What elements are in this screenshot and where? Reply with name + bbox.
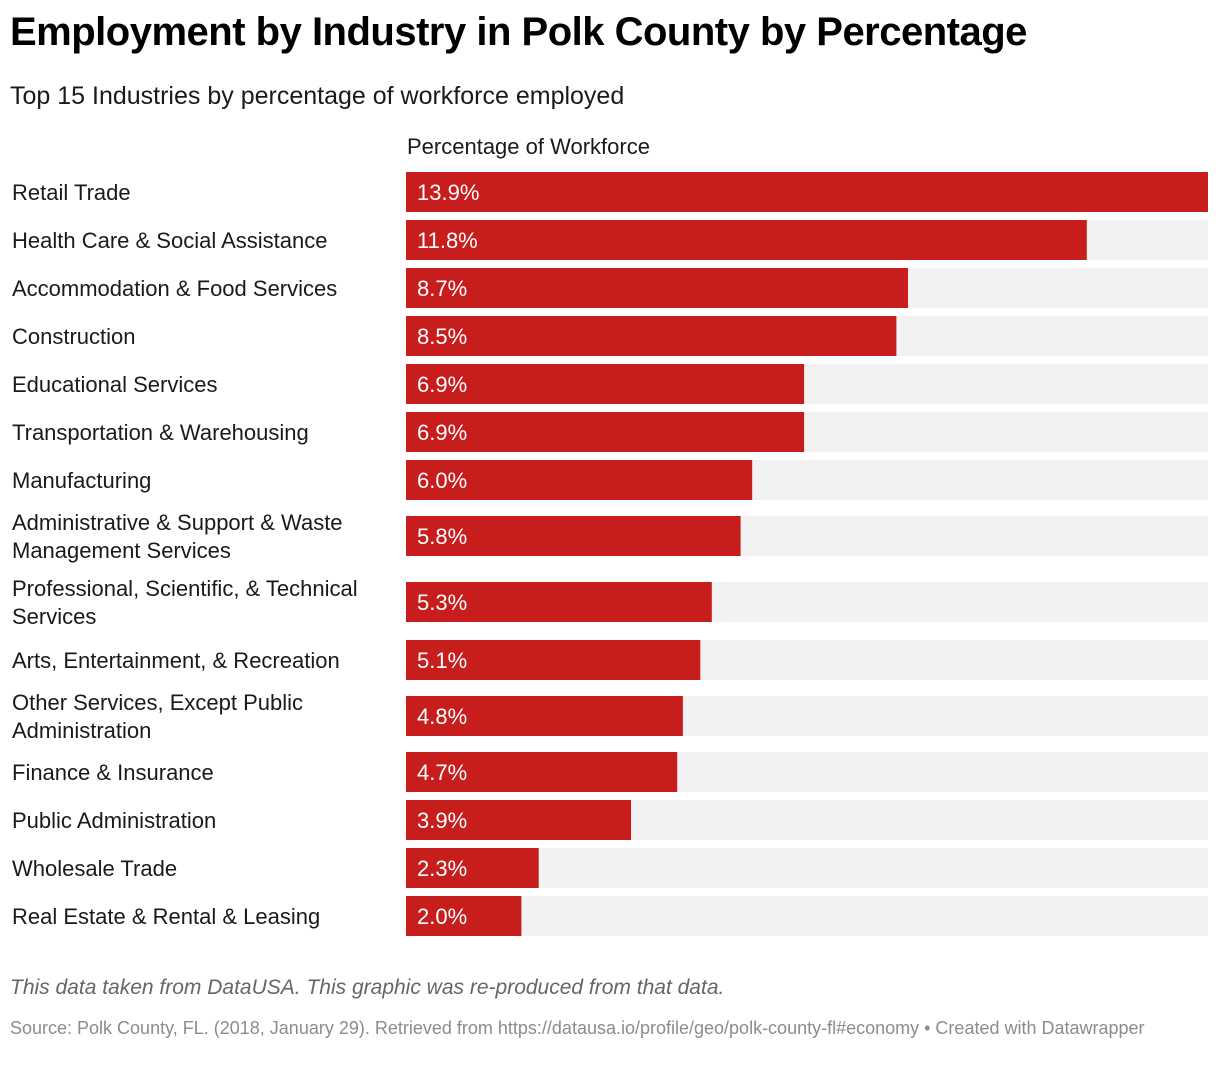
bar [406, 696, 683, 736]
bar-row: 2.3% Wholesale Trade [12, 848, 1208, 888]
source-credit: Source: Polk County, FL. (2018, January … [10, 1018, 1145, 1038]
category-label-line: Administration [12, 718, 151, 743]
bar [406, 516, 741, 556]
category-label-line: Educational Services [12, 372, 217, 397]
bar-value-label: 4.7% [417, 760, 467, 785]
category-label-line: Finance & Insurance [12, 760, 214, 785]
bar [406, 800, 631, 840]
bar-row: 3.9% Public Administration [12, 800, 1208, 840]
bar-row: 2.0% Real Estate & Rental & Leasing [12, 896, 1208, 936]
bar-row: 8.7% Accommodation & Food Services [12, 268, 1208, 308]
category-label: Public Administration [12, 808, 216, 833]
category-label-line: Management Services [12, 538, 231, 563]
bar [406, 460, 753, 500]
bar [406, 640, 701, 680]
category-label: Manufacturing [12, 468, 151, 493]
category-label-line: Wholesale Trade [12, 856, 177, 881]
chart-subtitle: Top 15 Industries by percentage of workf… [10, 82, 625, 110]
category-label-line: Real Estate & Rental & Leasing [12, 904, 320, 929]
bar-row: 5.3% Professional, Scientific, & Technica… [12, 576, 1208, 629]
category-label-line: Manufacturing [12, 468, 151, 493]
category-label-line: Other Services, Except Public [12, 690, 303, 715]
category-label: Other Services, Except Public Administrat… [12, 690, 303, 743]
bar [406, 316, 897, 356]
category-label: Construction [12, 324, 136, 349]
bar [406, 220, 1087, 260]
column-header: Percentage of Workforce [407, 134, 650, 159]
bar [406, 896, 522, 936]
bar-value-label: 3.9% [417, 808, 467, 833]
bar-value-label: 5.8% [417, 524, 467, 549]
chart-title: Employment by Industry in Polk County by… [10, 10, 1027, 54]
category-label-line: Services [12, 604, 96, 629]
bar [406, 172, 1208, 212]
bar-value-label: 2.3% [417, 856, 467, 881]
category-label-line: Arts, Entertainment, & Recreation [12, 648, 340, 673]
bar [406, 268, 908, 308]
bar-value-label: 4.8% [417, 704, 467, 729]
category-label: Professional, Scientific, & Technical Ser… [12, 576, 358, 629]
category-label: Transportation & Warehousing [12, 420, 309, 445]
category-label-line: Construction [12, 324, 136, 349]
category-label-line: Administrative & Support & Waste [12, 510, 343, 535]
bar-track [406, 896, 1208, 936]
category-label-line: Retail Trade [12, 180, 131, 205]
bar-value-label: 8.7% [417, 276, 467, 301]
bar-row: 5.1% Arts, Entertainment, & Recreation [12, 640, 1208, 680]
category-label: Wholesale Trade [12, 856, 177, 881]
bar [406, 364, 805, 404]
category-label-line: Professional, Scientific, & Technical [12, 576, 358, 601]
bar [406, 752, 678, 792]
bar-value-label: 8.5% [417, 324, 467, 349]
bar-row: 6.9% Transportation & Warehousing [12, 412, 1208, 452]
category-label: Finance & Insurance [12, 760, 214, 785]
bar-value-label: 11.8% [417, 228, 478, 253]
bar-row: 6.0% Manufacturing [12, 460, 1208, 500]
footer-note: This data taken from DataUSA. This graph… [10, 976, 725, 999]
category-label: Arts, Entertainment, & Recreation [12, 648, 340, 673]
bar-row: 4.7% Finance & Insurance [12, 752, 1208, 792]
category-label: Educational Services [12, 372, 217, 397]
bar-row: 5.8% Administrative & Support & Waste Mana… [12, 510, 1208, 563]
bar-value-label: 5.1% [417, 648, 467, 673]
category-label-line: Health Care & Social Assistance [12, 228, 328, 253]
bar-value-label: 2.0% [417, 904, 467, 929]
bar [406, 582, 712, 622]
category-label: Retail Trade [12, 180, 131, 205]
category-label-line: Accommodation & Food Services [12, 276, 337, 301]
bar-value-label: 6.9% [417, 420, 467, 445]
category-label-line: Public Administration [12, 808, 216, 833]
bar-track [406, 848, 1208, 888]
bar-row: 13.9% Retail Trade [12, 172, 1208, 212]
bar [406, 848, 539, 888]
bar [406, 412, 805, 452]
bar-value-label: 13.9% [417, 180, 479, 205]
bar-value-label: 6.0% [417, 468, 467, 493]
bar-row: 11.8% Health Care & Social Assistance [12, 220, 1208, 260]
bar-row: 6.9% Educational Services [12, 364, 1208, 404]
category-label: Accommodation & Food Services [12, 276, 337, 301]
category-label-line: Transportation & Warehousing [12, 420, 309, 445]
category-label: Real Estate & Rental & Leasing [12, 904, 320, 929]
bar-row: 8.5% Construction [12, 316, 1208, 356]
bar-row: 4.8% Other Services, Except Public Adminis… [12, 690, 1208, 743]
bar-value-label: 5.3% [417, 590, 467, 615]
category-label: Administrative & Support & Waste Manageme… [12, 510, 343, 563]
category-label: Health Care & Social Assistance [12, 228, 328, 253]
bar-value-label: 6.9% [417, 372, 467, 397]
